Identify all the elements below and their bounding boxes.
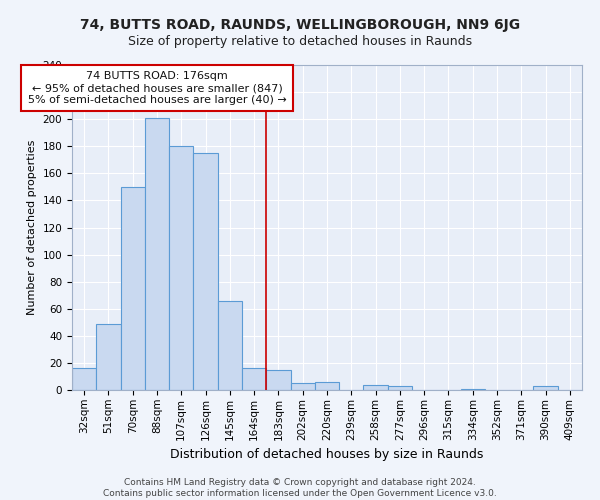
Y-axis label: Number of detached properties: Number of detached properties bbox=[27, 140, 37, 315]
Text: Contains HM Land Registry data © Crown copyright and database right 2024.
Contai: Contains HM Land Registry data © Crown c… bbox=[103, 478, 497, 498]
Bar bbox=[72, 368, 96, 390]
Bar bbox=[364, 384, 388, 390]
Text: Size of property relative to detached houses in Raunds: Size of property relative to detached ho… bbox=[128, 35, 472, 48]
Bar bbox=[218, 300, 242, 390]
Text: 74 BUTTS ROAD: 176sqm
← 95% of detached houses are smaller (847)
5% of semi-deta: 74 BUTTS ROAD: 176sqm ← 95% of detached … bbox=[28, 72, 286, 104]
Text: 74, BUTTS ROAD, RAUNDS, WELLINGBOROUGH, NN9 6JG: 74, BUTTS ROAD, RAUNDS, WELLINGBOROUGH, … bbox=[80, 18, 520, 32]
Bar bbox=[290, 383, 315, 390]
Bar bbox=[315, 382, 339, 390]
Bar bbox=[169, 146, 193, 390]
Bar bbox=[266, 370, 290, 390]
Bar bbox=[145, 118, 169, 390]
Bar bbox=[242, 368, 266, 390]
Bar bbox=[193, 153, 218, 390]
Bar bbox=[388, 386, 412, 390]
Bar bbox=[121, 187, 145, 390]
Bar bbox=[533, 386, 558, 390]
Bar bbox=[96, 324, 121, 390]
Bar bbox=[461, 388, 485, 390]
X-axis label: Distribution of detached houses by size in Raunds: Distribution of detached houses by size … bbox=[170, 448, 484, 461]
